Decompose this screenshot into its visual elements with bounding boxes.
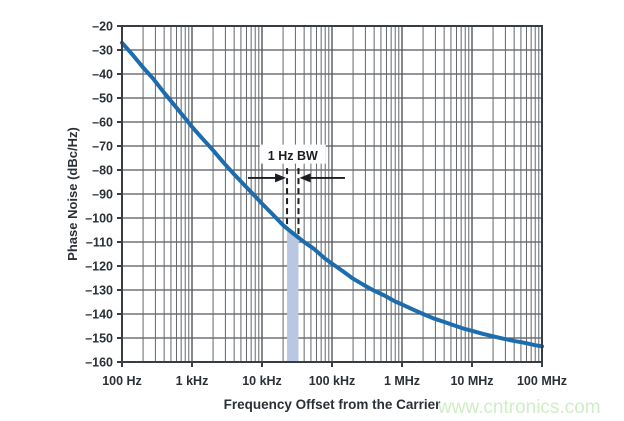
y-tick-label: –110 [86, 236, 113, 250]
bw-annotation: 1 Hz BW [247, 144, 345, 238]
y-tick-label: –20 [92, 20, 113, 34]
y-tick-label: –30 [92, 44, 113, 58]
x-axis: 100 Hz 1 kHz 10 kHz 100 kHz 1 MHz 10 MHz 100 M… [102, 362, 567, 388]
y-tick-label: –50 [92, 92, 113, 106]
phase-noise-curve [120, 40, 544, 349]
x-tick-label: 10 kHz [242, 374, 282, 388]
watermark: www.cntronics.com [437, 397, 601, 418]
x-tick-label: 100 kHz [309, 374, 356, 388]
y-axis-title: Phase Noise (dBc/Hz) [65, 127, 80, 261]
y-tick-label: –100 [85, 212, 113, 226]
y-tick-label: –140 [85, 308, 113, 322]
bw-label: 1 Hz BW [268, 149, 318, 163]
bw-arrowhead-left-icon [275, 173, 287, 183]
one-hz-bw-band [287, 228, 299, 362]
x-tick-label: 100 MHz [517, 374, 567, 388]
y-tick-label: –150 [85, 332, 113, 346]
bw-label-bg [259, 144, 326, 164]
bw-arrowhead-right-icon [299, 173, 311, 183]
y-tick-label: –90 [92, 188, 113, 202]
y-tick-label: –120 [85, 260, 113, 274]
x-axis-title: Frequency Offset from the Carrier [224, 397, 442, 412]
y-axis: –20 –30 –40 –50 –60 –70 –80 –90 –100 –110 –120 –130… [85, 20, 122, 370]
y-tick-label: –80 [92, 164, 113, 178]
x-tick-label: 1 kHz [176, 374, 209, 388]
x-tick-label: 1 MHz [384, 374, 420, 388]
y-tick-label: –40 [92, 68, 113, 82]
y-tick-label: –160 [85, 356, 113, 370]
x-tick-label: 10 MHz [450, 374, 493, 388]
y-tick-label: –60 [92, 116, 113, 130]
y-tick-label: –130 [85, 284, 113, 298]
y-tick-label: –70 [92, 140, 113, 154]
x-tick-label: 100 Hz [102, 374, 142, 388]
